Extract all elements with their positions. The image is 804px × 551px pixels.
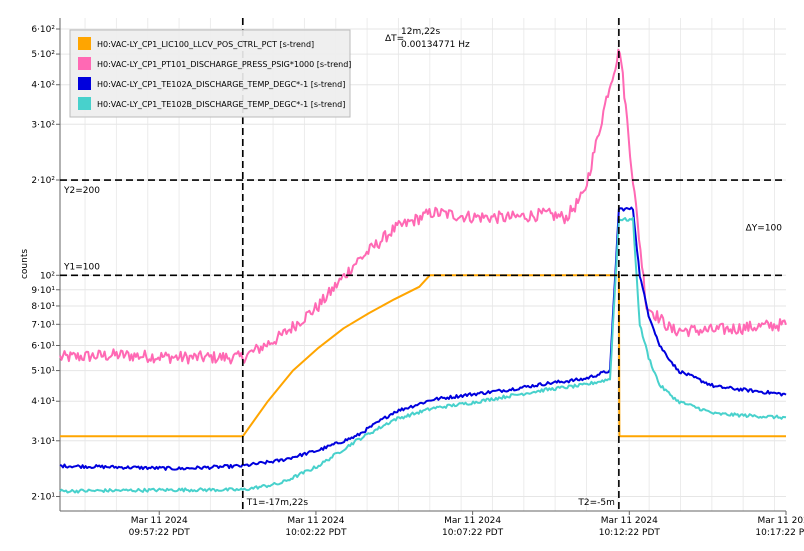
x-tick-time: 10:07:22 PDT xyxy=(442,528,504,538)
x-tick-date: Mar 11 2024 xyxy=(757,516,804,526)
x-tick-date: Mar 11 2024 xyxy=(444,516,501,526)
legend-swatch xyxy=(78,57,91,70)
y-tick-label: 6·10¹ xyxy=(31,342,55,352)
x-tick-date: Mar 11 2024 xyxy=(131,516,188,526)
delta-t-frequency: 0.00134771 Hz xyxy=(401,40,470,50)
y-tick-label: 2·10² xyxy=(31,176,55,186)
legend-swatch xyxy=(78,77,91,90)
cursor-t2-label: T2=-5m xyxy=(577,498,615,508)
y-tick-label: 10² xyxy=(40,271,55,281)
y-tick-label: 3·10¹ xyxy=(31,437,55,447)
cursor-y2-label: Y2=200 xyxy=(63,186,100,196)
legend-entry: H0:VAC-LY_CP1_LIC100_LLCV_POS_CTRL_PCT [… xyxy=(97,40,314,49)
series-line xyxy=(59,216,787,494)
legend-swatch xyxy=(78,37,91,50)
cursor-t1-label: T1=-17m,22s xyxy=(246,498,309,508)
series-line xyxy=(59,48,787,365)
cursor-y1-label: Y1=100 xyxy=(63,262,100,272)
y-tick-label: 6·10² xyxy=(31,25,55,35)
legend-entry: H0:VAC-LY_CP1_TE102B_DISCHARGE_TEMP_DEGC… xyxy=(97,100,345,109)
y-tick-label: 5·10² xyxy=(31,50,55,60)
y-tick-label: 9·10¹ xyxy=(31,286,55,296)
legend-entry: H0:VAC-LY_CP1_PT101_DISCHARGE_PRESS_PSIG… xyxy=(97,60,351,69)
y-tick-label: 4·10² xyxy=(31,81,55,91)
cursor-layer: Y1=100 Y2=200 T1=-17m,22s T2=-5m ΔY=100 ΔT=12… xyxy=(60,18,786,511)
axes: 2·10¹ 3·10¹ 4·10¹ 5·10¹ 6·10¹ 7·10¹ 8·10¹ 9·10¹… xyxy=(31,18,804,538)
x-tick-time: 10:17:22 PDT xyxy=(755,528,804,538)
delta-t-value: 12m,22s xyxy=(401,27,441,37)
legend-entry: H0:VAC-LY_CP1_TE102A_DISCHARGE_TEMP_DEGC… xyxy=(97,80,345,89)
series-line xyxy=(59,206,787,471)
x-tick-date: Mar 11 2024 xyxy=(601,516,658,526)
y-tick-label: 5·10¹ xyxy=(31,367,55,377)
delta-y-label: ΔY=100 xyxy=(746,224,783,234)
series-line xyxy=(60,274,786,438)
x-tick-time: 10:12:22 PDT xyxy=(599,528,661,538)
y-tick-label: 4·10¹ xyxy=(31,397,55,407)
y-tick-label: 7·10¹ xyxy=(31,320,55,330)
delta-t-prefix: ΔT= xyxy=(385,34,404,44)
series-layer xyxy=(59,48,787,494)
legend: H0:VAC-LY_CP1_LIC100_LLCV_POS_CTRL_PCT [… xyxy=(69,29,351,118)
x-tick-time: 09:57:22 PDT xyxy=(129,528,191,538)
x-tick-date: Mar 11 2024 xyxy=(287,516,344,526)
y-tick-label: 8·10¹ xyxy=(31,302,55,312)
y-axis-label: counts xyxy=(20,249,30,279)
legend-swatch xyxy=(78,97,91,110)
y-tick-label: 3·10² xyxy=(31,120,55,130)
y-tick-label: 2·10¹ xyxy=(31,493,55,503)
x-tick-time: 10:02:22 PDT xyxy=(285,528,347,538)
legend-box xyxy=(69,29,351,118)
